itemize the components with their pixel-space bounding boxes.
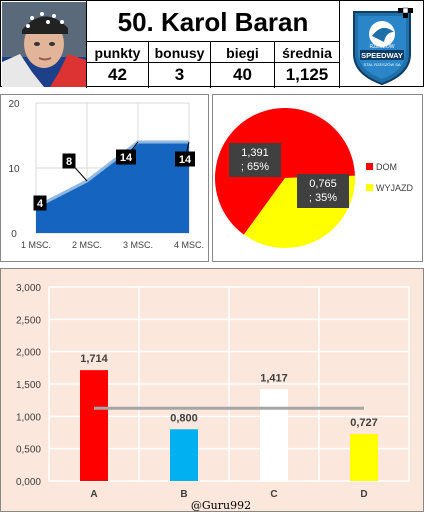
data-label-box (175, 151, 195, 167)
data-label: 14 (120, 152, 133, 164)
data-label: 8 (66, 156, 72, 168)
divider (86, 1, 87, 88)
divider (148, 41, 149, 88)
area-series-edge (35, 140, 189, 209)
stat-value-average: 1,125 (285, 65, 329, 84)
legend-swatch (366, 184, 373, 191)
pie-data-label: ; 35% (309, 192, 337, 204)
y-tick-label: 0,000 (16, 477, 41, 488)
data-label: 4 (37, 198, 44, 210)
bar-data-label: 0,727 (350, 417, 378, 429)
x-tick-label: 3 MSC. (123, 240, 153, 250)
x-tick-label: 4 MSC. (174, 240, 204, 250)
x-tick-label: B (180, 489, 187, 500)
pie-data-label: 0,765 (309, 178, 337, 190)
player-photo (2, 2, 86, 87)
bar-data-label: 1,714 (80, 353, 108, 365)
y-tick-label: 1,500 (16, 380, 41, 391)
stat-value-bonuses: 3 (174, 65, 185, 84)
legend-label: WYJAZD (376, 183, 413, 193)
data-label-box (33, 195, 47, 211)
area-series (36, 142, 189, 233)
stat-label-bonuses: bonusy (154, 44, 205, 61)
y-tick-label: 0,500 (16, 445, 41, 456)
stat-label-average: średnia (282, 44, 332, 61)
divider (86, 62, 339, 63)
pie-data-label-box (229, 143, 281, 177)
bar-data-label: 0,800 (170, 412, 198, 424)
pie-slice-home (215, 107, 355, 235)
pie-data-label: 1,391 (241, 147, 269, 159)
x-tick-label: 1 MSC. (21, 240, 51, 250)
pie-data-label: ; 65% (241, 161, 269, 173)
y-tick-label: 0 (11, 229, 17, 240)
area-chart-panel: 0 10 20 1 MSC. 2 MSC. 3 MSC. 4 MSC. 4 8 14 14 (0, 94, 209, 262)
bar (170, 429, 198, 481)
y-tick-label: 20 (8, 99, 20, 110)
divider (339, 1, 340, 88)
x-tick-label: C (270, 489, 277, 500)
y-tick-label: 3,000 (16, 283, 41, 294)
x-tick-label: 2 MSC. (72, 240, 102, 250)
club-logo: RZESZÓW SPEEDWAY STAL RZESZÓW SA (340, 2, 424, 87)
y-tick-label: 2,000 (16, 348, 41, 359)
bar-chart: 0,000 0,500 1,000 1,500 2,000 2,500 3,000 1,714… (16, 283, 410, 500)
data-label: 14 (179, 154, 192, 166)
y-tick-label: 2,500 (16, 315, 41, 326)
x-tick-label: A (90, 489, 97, 500)
bar-data-label: 1,417 (260, 372, 288, 384)
y-tick-label: 10 (8, 164, 20, 175)
bar-chart-panel: 0,000 0,500 1,000 1,500 2,000 2,500 3,000 1,714… (0, 268, 424, 512)
data-label-box (116, 149, 136, 165)
player-name: 50. Karol Baran (117, 6, 309, 37)
stat-value-points: 42 (108, 65, 127, 84)
logo-text-top: RZESZÓW (370, 43, 395, 50)
pie-chart-panel: 1,391 ; 65% 0,765 ; 35% DOM WYJAZD (212, 94, 423, 262)
x-tick-label: D (360, 489, 367, 500)
bar (80, 370, 108, 481)
player-header: 50. Karol Baran punkty bonusy biegi śred… (0, 0, 424, 88)
legend-label: DOM (376, 162, 397, 172)
stat-label-points: punkty (94, 44, 141, 61)
y-tick-label: 1,000 (16, 412, 41, 423)
author-credit: @Guru992 (190, 499, 252, 512)
legend-swatch (366, 163, 373, 170)
stat-label-heats: biegi (226, 44, 259, 61)
logo-text-main: SPEEDWAY (361, 51, 403, 60)
stat-value-heats: 40 (233, 65, 252, 84)
pie-data-label-box (297, 174, 349, 208)
area-chart: 0 10 20 1 MSC. 2 MSC. 3 MSC. 4 MSC. 4 8 14 14 (8, 99, 204, 250)
bar (260, 389, 288, 481)
divider (86, 41, 339, 42)
divider (274, 41, 275, 88)
pie-chart: 1,391 ; 65% 0,765 ; 35% DOM WYJAZD (215, 107, 413, 248)
logo-text-bottom: STAL RZESZÓW SA (363, 62, 400, 67)
divider (210, 41, 211, 88)
data-label-box (62, 153, 76, 169)
bar (350, 433, 378, 481)
